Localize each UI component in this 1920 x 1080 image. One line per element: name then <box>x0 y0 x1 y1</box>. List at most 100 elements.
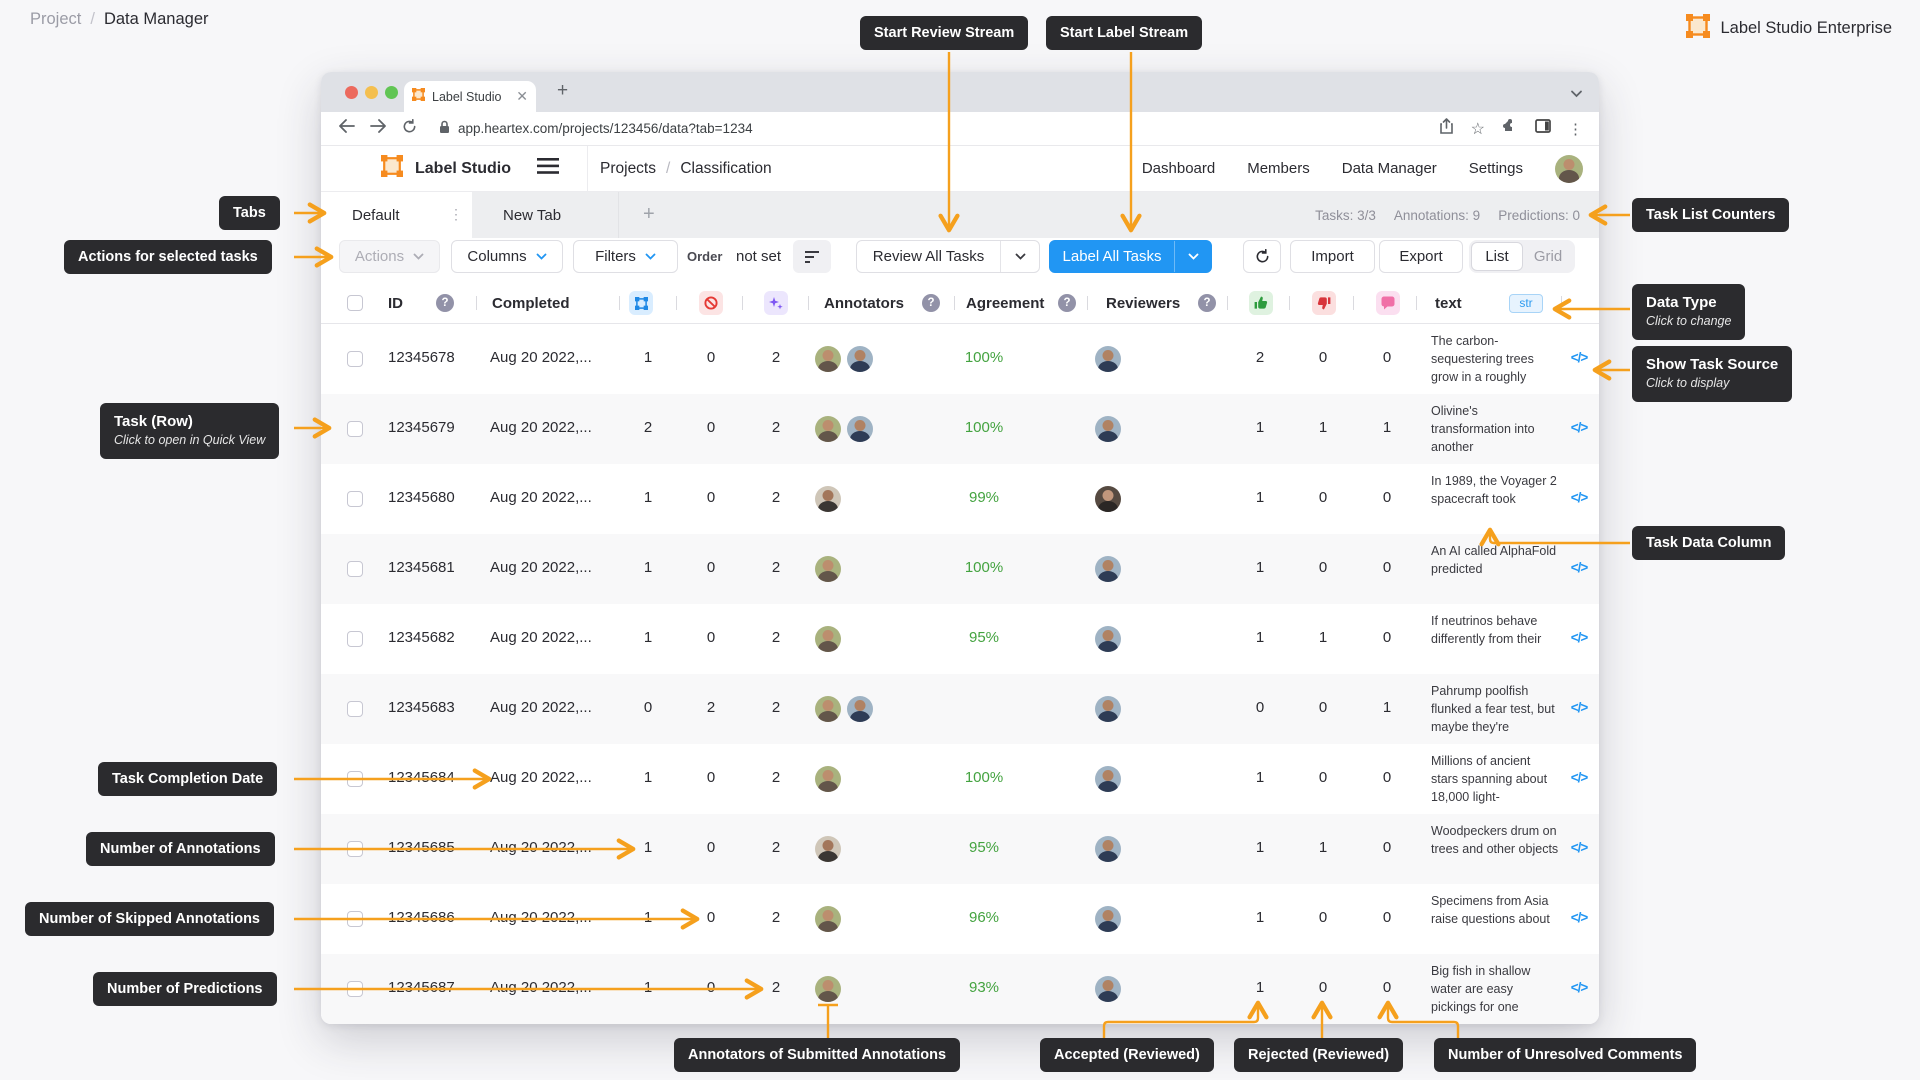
task-source-icon[interactable]: </> <box>1570 490 1589 505</box>
share-icon[interactable] <box>1439 118 1454 139</box>
label-dropdown-chevron-icon[interactable] <box>1175 253 1211 260</box>
nav-members[interactable]: Members <box>1247 160 1310 177</box>
predictions-column-icon[interactable] <box>764 291 788 315</box>
task-row[interactable]: 12345678 Aug 20 2022,... 1 0 2 100% 2 0 0 The car… <box>321 324 1599 394</box>
column-agreement[interactable]: Agreement <box>966 294 1045 312</box>
id-help-icon[interactable]: ? <box>436 294 454 312</box>
task-source-icon[interactable]: </> <box>1570 560 1589 575</box>
row-select-checkbox[interactable] <box>347 911 363 927</box>
sort-order-icon[interactable] <box>793 240 832 273</box>
accepted-count-cell: 1 <box>1255 909 1265 926</box>
app-logo-icon[interactable] <box>381 155 403 182</box>
task-source-icon[interactable]: </> <box>1570 910 1589 925</box>
breadcrumb-project-link[interactable]: Project <box>30 10 82 28</box>
label-all-tasks-button[interactable]: Label All Tasks <box>1049 240 1212 273</box>
task-row[interactable]: 12345681 Aug 20 2022,... 1 0 2 100% 1 0 0 An AI c… <box>321 534 1599 604</box>
url-text: app.heartex.com/projects/123456/data?tab… <box>458 121 753 136</box>
grid-view-button[interactable]: Grid <box>1533 248 1563 265</box>
filters-button[interactable]: Filters <box>573 240 678 273</box>
row-select-checkbox[interactable] <box>347 561 363 577</box>
task-source-icon[interactable]: </> <box>1570 420 1589 435</box>
row-select-checkbox[interactable] <box>347 491 363 507</box>
task-row[interactable]: 12345680 Aug 20 2022,... 1 0 2 99% 1 0 0 In 1989,… <box>321 464 1599 534</box>
rejected-column-icon[interactable] <box>1312 291 1336 315</box>
task-source-icon[interactable]: </> <box>1570 700 1589 715</box>
row-select-checkbox[interactable] <box>347 771 363 787</box>
column-annotators[interactable]: Annotators <box>824 294 904 312</box>
row-select-checkbox[interactable] <box>347 631 363 647</box>
agreement-help-icon[interactable]: ? <box>1058 294 1076 312</box>
order-control[interactable]: not set <box>724 240 832 273</box>
task-source-icon[interactable]: </> <box>1570 840 1589 855</box>
divider <box>1416 296 1417 310</box>
task-source-icon[interactable]: </> <box>1570 350 1589 365</box>
nav-dashboard[interactable]: Dashboard <box>1141 160 1216 177</box>
actions-button[interactable]: Actions <box>339 240 440 273</box>
row-select-checkbox[interactable] <box>347 351 363 367</box>
tab-new-tab[interactable]: New Tab <box>472 192 619 238</box>
bookmark-star-icon[interactable]: ☆ <box>1470 120 1485 138</box>
task-row[interactable]: 12345685 Aug 20 2022,... 1 0 2 95% 1 1 0 Woodpeck… <box>321 814 1599 884</box>
user-avatar[interactable] <box>1555 154 1583 183</box>
task-id-cell: 12345686 <box>388 909 455 926</box>
skipped-column-icon[interactable] <box>699 291 723 315</box>
accepted-column-icon[interactable] <box>1249 291 1273 315</box>
accepted-count-cell: 1 <box>1255 419 1265 436</box>
task-source-icon[interactable]: </> <box>1570 630 1589 645</box>
task-completed-cell: Aug 20 2022,... <box>490 489 592 506</box>
sidebar-panel-icon[interactable] <box>1535 119 1551 138</box>
hamburger-menu-icon[interactable] <box>537 158 559 179</box>
task-id-cell: 12345679 <box>388 419 455 436</box>
review-all-tasks-button[interactable]: Review All Tasks <box>856 240 1040 273</box>
task-source-icon[interactable]: </> <box>1570 770 1589 785</box>
task-row[interactable]: 12345683 Aug 20 2022,... 0 2 2 0 0 1 Pahrump poo… <box>321 674 1599 744</box>
review-dropdown-chevron-icon[interactable] <box>1001 253 1039 260</box>
task-source-icon[interactable]: </> <box>1570 980 1589 995</box>
row-select-checkbox[interactable] <box>347 421 363 437</box>
export-button[interactable]: Export <box>1379 240 1463 273</box>
row-select-checkbox[interactable] <box>347 841 363 857</box>
projects-link[interactable]: Projects <box>600 159 656 177</box>
nav-settings[interactable]: Settings <box>1468 160 1523 177</box>
close-window-button[interactable] <box>345 86 358 99</box>
back-icon[interactable] <box>338 119 355 138</box>
task-row[interactable]: 12345684 Aug 20 2022,... 1 0 2 100% 1 0 0 Million… <box>321 744 1599 814</box>
annotators-help-icon[interactable]: ? <box>922 294 940 312</box>
reload-icon[interactable] <box>402 118 417 139</box>
tab-default[interactable]: Default ⋮ <box>321 192 472 238</box>
task-row[interactable]: 12345679 Aug 20 2022,... 2 0 2 100% 1 1 1 Olivine… <box>321 394 1599 464</box>
minimize-window-button[interactable] <box>365 86 378 99</box>
task-row[interactable]: 12345687 Aug 20 2022,... 1 0 2 93% 1 0 0 Big fish… <box>321 954 1599 1024</box>
select-all-checkbox[interactable] <box>347 295 363 311</box>
columns-button[interactable]: Columns <box>451 240 563 273</box>
tab-options-kebab-icon[interactable]: ⋮ <box>449 206 463 222</box>
comments-column-icon[interactable] <box>1376 291 1400 315</box>
annotations-column-icon[interactable] <box>629 291 653 315</box>
task-row[interactable]: 12345686 Aug 20 2022,... 1 0 2 96% 1 0 0 Specimen… <box>321 884 1599 954</box>
chevron-down-icon[interactable] <box>1570 85 1583 103</box>
data-type-badge[interactable]: str <box>1509 294 1543 313</box>
column-reviewers[interactable]: Reviewers <box>1106 294 1181 312</box>
column-completed[interactable]: Completed <box>492 294 570 312</box>
refresh-button[interactable] <box>1243 240 1281 273</box>
reviewers-help-icon[interactable]: ? <box>1198 294 1216 312</box>
column-id[interactable]: ID <box>388 294 403 312</box>
address-field[interactable]: app.heartex.com/projects/123456/data?tab… <box>439 120 753 137</box>
callout-actions: Actions for selected tasks <box>64 240 272 274</box>
list-view-button[interactable]: List <box>1471 242 1523 271</box>
row-select-checkbox[interactable] <box>347 701 363 717</box>
extensions-puzzle-icon[interactable] <box>1502 118 1518 139</box>
import-button[interactable]: Import <box>1290 240 1375 273</box>
column-text[interactable]: text <box>1435 294 1462 312</box>
browser-menu-kebab-icon[interactable]: ⋮ <box>1568 120 1583 138</box>
skipped-count-cell: 0 <box>706 349 716 366</box>
row-select-checkbox[interactable] <box>347 981 363 997</box>
nav-data-manager[interactable]: Data Manager <box>1341 160 1437 177</box>
forward-icon[interactable] <box>370 119 387 138</box>
new-browser-tab-button[interactable]: + <box>557 80 569 101</box>
browser-tab[interactable]: Label Studio ✕ <box>404 81 536 112</box>
task-row[interactable]: 12345682 Aug 20 2022,... 1 0 2 95% 1 1 0 If neutr… <box>321 604 1599 674</box>
maximize-window-button[interactable] <box>385 86 398 99</box>
close-tab-icon[interactable]: ✕ <box>516 88 528 104</box>
add-view-tab-button[interactable]: + <box>643 203 655 225</box>
